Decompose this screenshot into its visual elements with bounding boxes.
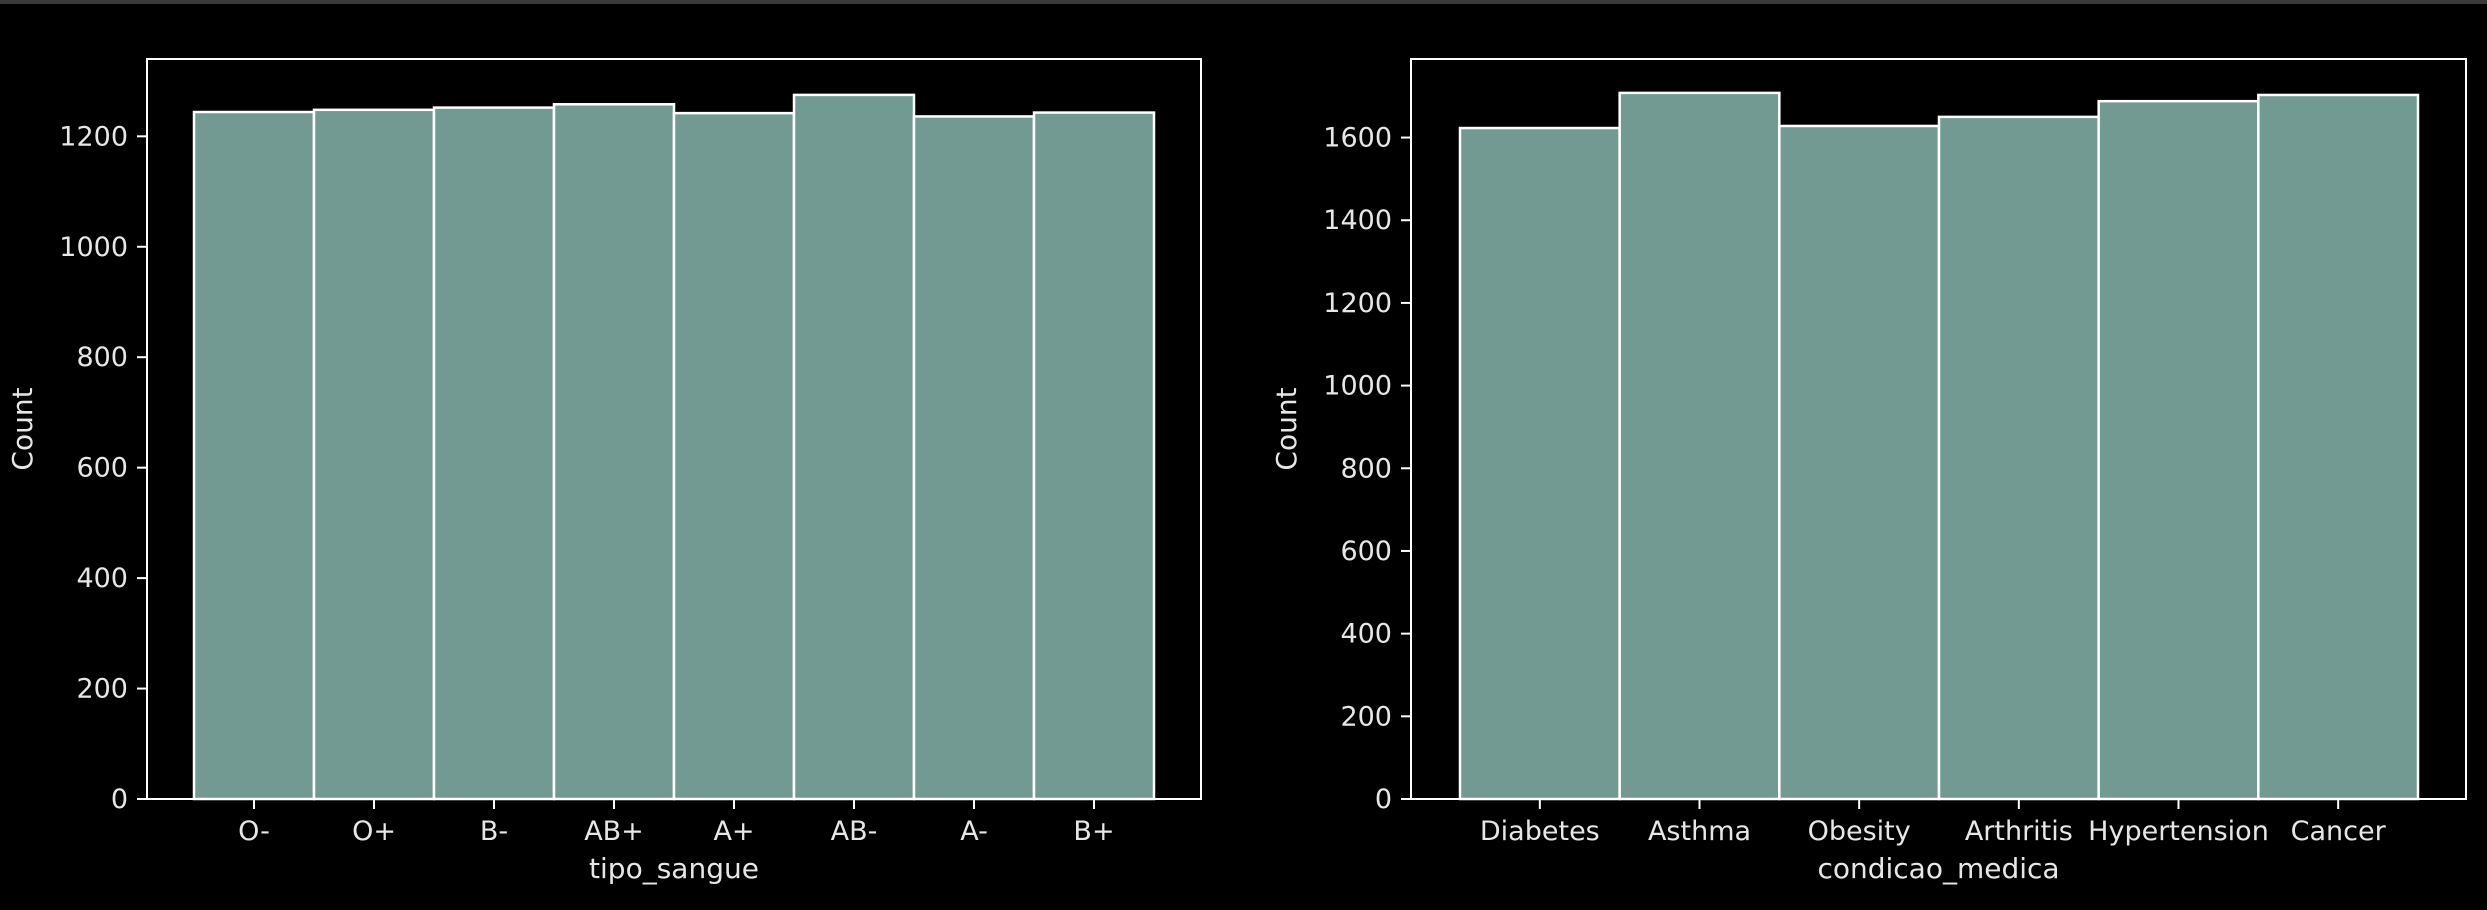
y-axis-label: Count — [6, 387, 39, 470]
x-tick-label: Cancer — [2291, 816, 2387, 847]
y-tick-label: 1000 — [1323, 371, 1392, 402]
bar-obesity — [1778, 124, 1941, 801]
x-axis-label: condicao_medica — [1817, 852, 2059, 885]
y-tick-label: 1000 — [59, 232, 128, 263]
x-tick-label: O+ — [352, 816, 396, 847]
window-top-bar — [0, 0, 2487, 4]
y-tick-label: 600 — [1340, 536, 1392, 567]
y-tick-label: 1200 — [59, 121, 128, 152]
bar-ab- — [792, 93, 916, 801]
x-tick-label: A- — [960, 816, 988, 847]
axes-frame — [146, 58, 1202, 800]
x-tick-label: Arthritis — [1965, 816, 2073, 847]
bar-b- — [432, 106, 556, 801]
axes-frame — [1410, 58, 2467, 800]
bar-arthritis — [1937, 115, 2100, 801]
x-tick-label: Obesity — [1808, 816, 1911, 847]
chart-tipo-sangue: 0 200 400 600 800 1000 1200 O- O+ B- AB+ A+ AB- A- B+ t… — [6, 58, 1202, 885]
y-tick-label: 0 — [1375, 784, 1392, 815]
y-tick-label: 600 — [76, 453, 128, 484]
bar-diabetes — [1458, 126, 1621, 801]
y-tick-label: 200 — [76, 674, 128, 705]
x-tick-label: A+ — [713, 816, 754, 847]
x-tick-label: Hypertension — [2088, 816, 2269, 847]
bar-cancer — [2257, 93, 2420, 801]
bar-a- — [912, 115, 1036, 801]
bar-a- — [672, 111, 796, 801]
bar-ab- — [552, 103, 676, 801]
y-tick-label: 1600 — [1323, 123, 1392, 154]
chart-condicao-medica: 0 200 400 600 800 1000 1200 1400 1600 Diabetes Ast… — [1270, 58, 2467, 885]
y-tick-label: 1200 — [1323, 288, 1392, 319]
y-tick-label: 200 — [1340, 701, 1392, 732]
bar-b- — [1032, 111, 1156, 801]
y-tick-label: 400 — [76, 563, 128, 594]
x-tick-label: AB- — [831, 816, 878, 847]
x-tick-label: Asthma — [1648, 816, 1751, 847]
x-tick-label: B- — [480, 816, 508, 847]
y-tick-label: 800 — [76, 342, 128, 373]
bar-asthma — [1618, 91, 1781, 801]
y-axis-label: Count — [1270, 387, 1303, 470]
bar-o- — [192, 110, 316, 801]
x-tick-label: B+ — [1073, 816, 1114, 847]
x-tick-label: Diabetes — [1480, 816, 1600, 847]
x-tick-label: O- — [238, 816, 270, 847]
x-axis-label: tipo_sangue — [589, 852, 759, 885]
y-tick-label: 400 — [1340, 619, 1392, 650]
y-tick-label: 800 — [1340, 453, 1392, 484]
y-tick-label: 1400 — [1323, 205, 1392, 236]
y-tick-label: 0 — [111, 784, 128, 815]
x-tick-label: AB+ — [584, 816, 644, 847]
bar-o- — [312, 108, 436, 801]
bar-hypertension — [2097, 99, 2260, 801]
